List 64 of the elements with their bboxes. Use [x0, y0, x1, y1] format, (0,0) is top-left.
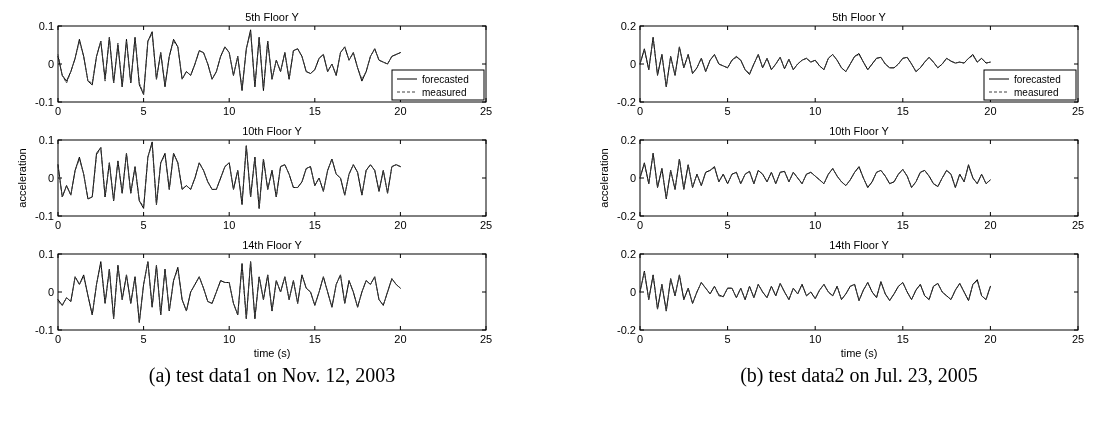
y-tick-label: 0.2	[620, 134, 636, 146]
y-tick-label: -0.2	[617, 324, 636, 336]
chart-title: 14th Floor Y	[242, 239, 303, 251]
x-tick-label: 5	[724, 105, 731, 117]
text: (a) test data1 on Nov. 12, 2003	[148, 364, 396, 387]
x-tick-label: 25	[1071, 219, 1085, 231]
y-tick-label: 0.1	[38, 20, 54, 32]
chart-title: 5th Floor Y	[832, 11, 887, 23]
x-tick-label: 15	[896, 105, 909, 117]
x-tick-label: 15	[308, 105, 321, 117]
x-tick-label: 25	[1071, 105, 1085, 117]
chart-title: 14th Floor Y	[829, 239, 890, 251]
y-tick-label: 0	[47, 172, 54, 184]
x-tick-label: 10	[809, 105, 822, 117]
x-tick-label: 5	[140, 333, 147, 345]
x-tick-label: 10	[809, 333, 822, 345]
legend-label: forecasted	[1014, 73, 1061, 85]
y-tick-label: -0.1	[35, 210, 54, 222]
x-tick-label: 20	[394, 333, 407, 345]
x-tick-label: 5	[140, 105, 147, 117]
legend-label: measured	[1014, 86, 1059, 98]
y-tick-label: 0.1	[38, 134, 54, 146]
x-tick-label: 25	[479, 219, 493, 231]
legend-label: measured	[422, 86, 467, 98]
x-tick-label: 20	[984, 219, 997, 231]
y-tick-label: 0.1	[38, 248, 54, 260]
y-tick-label: -0.2	[617, 210, 636, 222]
chart-title: 10th Floor Y	[829, 125, 890, 137]
x-tick-label: 15	[896, 219, 909, 231]
y-tick-label: 0	[629, 172, 636, 184]
x-tick-label: 20	[394, 219, 407, 231]
x-tick-label: 20	[984, 333, 997, 345]
x-tick-label: 20	[984, 105, 997, 117]
x-tick-label: 25	[479, 333, 493, 345]
y-tick-label: 0.2	[620, 248, 636, 260]
y-tick-label: -0.1	[35, 324, 54, 336]
x-tick-label: 5	[140, 219, 147, 231]
x-tick-label: 10	[223, 219, 236, 231]
y-tick-label: 0	[47, 286, 54, 298]
y-tick-label: -0.2	[617, 96, 636, 108]
x-axis-title: time (s)	[253, 347, 291, 359]
x-tick-label: 25	[1071, 333, 1085, 345]
y-tick-label: 0.2	[620, 20, 636, 32]
chart-title: 5th Floor Y	[245, 11, 300, 23]
x-tick-label: 10	[223, 333, 236, 345]
legend-label: forecasted	[422, 73, 469, 85]
chart-title: 10th Floor Y	[242, 125, 303, 137]
x-axis-title: time (s)	[840, 347, 878, 359]
x-tick-label: 5	[724, 333, 731, 345]
y-axis-title: acceleration	[16, 148, 28, 208]
x-tick-label: 15	[896, 333, 909, 345]
x-tick-label: 15	[308, 219, 321, 231]
y-tick-label: -0.1	[35, 96, 54, 108]
text: (b) test data2 on Jul. 23, 2005	[740, 364, 978, 387]
x-tick-label: 10	[223, 105, 236, 117]
x-tick-label: 20	[394, 105, 407, 117]
y-tick-label: 0	[629, 286, 636, 298]
y-tick-label: 0	[629, 58, 636, 70]
y-tick-label: 0	[47, 58, 54, 70]
x-tick-label: 10	[809, 219, 822, 231]
y-axis-title: acceleration	[598, 148, 610, 208]
x-tick-label: 15	[308, 333, 321, 345]
x-tick-label: 25	[479, 105, 493, 117]
x-tick-label: 5	[724, 219, 731, 231]
